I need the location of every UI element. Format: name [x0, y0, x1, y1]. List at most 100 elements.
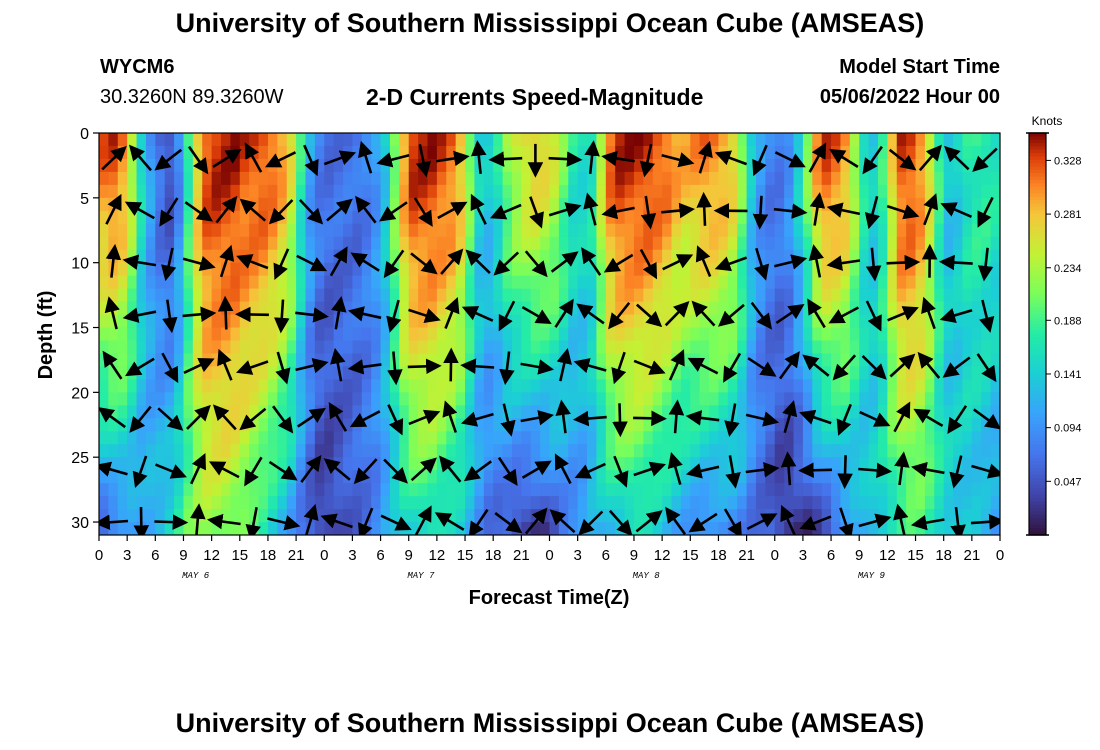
heatmap-cell [389, 392, 400, 406]
heatmap-cell [145, 483, 156, 497]
heatmap-cell [540, 236, 551, 251]
heatmap-cell [943, 483, 954, 497]
heatmap-cell [906, 236, 917, 251]
heatmap-cell [230, 133, 241, 147]
heatmap-cell [718, 301, 729, 316]
colorbar-segment [1029, 330, 1046, 335]
heatmap-cell [821, 171, 832, 186]
heatmap-cell [530, 171, 541, 186]
colorbar-segment [1029, 149, 1046, 154]
heatmap-cell [549, 340, 560, 355]
heatmap-cell [277, 483, 288, 497]
heatmap-cell [746, 197, 757, 212]
heatmap-cell [821, 145, 832, 160]
heatmap-cell [258, 184, 269, 199]
heatmap-cell [755, 405, 766, 419]
heatmap-cell [418, 301, 429, 316]
heatmap-cell [286, 158, 297, 173]
heatmap-cell [446, 171, 457, 186]
colorbar-segment [1029, 454, 1046, 459]
heatmap-cell [802, 145, 813, 160]
heatmap-cell [258, 171, 269, 186]
heatmap-cell [549, 223, 560, 238]
heatmap-cell [587, 327, 598, 342]
heatmap-cell [840, 158, 851, 173]
heatmap-cell [962, 483, 973, 497]
heatmap-cell [540, 379, 551, 393]
heatmap-cell [380, 223, 391, 238]
heatmap-cell [380, 379, 391, 393]
heatmap-cell [690, 145, 701, 160]
heatmap-cell [615, 133, 626, 147]
heatmap-cell [418, 314, 429, 329]
heatmap-cell [624, 470, 635, 484]
current-arrow [752, 195, 769, 230]
heatmap-cell [934, 158, 945, 173]
current-arrow [122, 254, 157, 270]
heatmap-cell [727, 184, 738, 199]
heatmap-cell [953, 353, 964, 368]
heatmap-cell [352, 379, 363, 393]
heatmap-cell [530, 236, 541, 251]
colorbar-segment [1029, 441, 1046, 446]
heatmap-cell [896, 275, 907, 290]
heatmap-cell [727, 327, 738, 342]
current-arrow [350, 252, 380, 272]
heatmap-cell [971, 470, 982, 484]
heatmap-cell [943, 340, 954, 355]
heatmap-cell [765, 444, 776, 458]
heatmap-cell [371, 288, 382, 303]
heatmap-cell [934, 431, 945, 445]
heatmap-cell [849, 470, 860, 484]
heatmap-cell [540, 496, 551, 510]
heatmap-cell [296, 483, 307, 497]
heatmap-cell [343, 457, 354, 471]
current-arrow [105, 193, 122, 225]
heatmap-cell [671, 197, 682, 212]
heatmap-cell [474, 509, 485, 523]
heatmap-cell [333, 133, 344, 147]
heatmap-cell [389, 340, 400, 355]
colorbar-segment [1029, 404, 1046, 409]
heatmap-cell [436, 184, 447, 199]
heatmap-cell [296, 197, 307, 212]
heatmap-cell [399, 340, 410, 355]
current-arrow [639, 248, 658, 280]
heatmap-cell [680, 379, 691, 393]
heatmap-cell [155, 236, 166, 251]
heatmap-cell [305, 431, 316, 445]
heatmap-cell [633, 262, 644, 277]
heatmap-cell [221, 158, 231, 173]
heatmap-cell [934, 288, 945, 303]
heatmap-cell [286, 483, 297, 497]
current-arrow [826, 255, 861, 271]
heatmap-cell [802, 288, 813, 303]
heatmap-cell [540, 133, 551, 147]
heatmap-cell [389, 171, 400, 186]
heatmap-cell [343, 522, 354, 535]
current-arrow [613, 455, 629, 488]
heatmap-cell [596, 236, 607, 251]
heatmap-cell [971, 171, 982, 186]
heatmap-cell [746, 171, 757, 186]
heatmap-cell [962, 249, 973, 264]
heatmap-cell [962, 133, 973, 147]
heatmap-cell [624, 197, 635, 212]
current-arrow [917, 351, 941, 379]
heatmap-cell [127, 444, 138, 458]
heatmap-cell [483, 133, 494, 147]
heatmap-cell [662, 223, 673, 238]
heatmap-cell [793, 457, 804, 471]
heatmap-cell [953, 210, 964, 225]
colorbar-segment [1029, 498, 1046, 502]
heatmap-cell [380, 314, 391, 329]
current-arrow [273, 299, 290, 334]
heatmap-cell [399, 301, 410, 316]
heatmap-cell [99, 236, 109, 251]
heatmap-cell [662, 340, 673, 355]
heatmap-cell [840, 197, 851, 212]
current-arrow [911, 461, 945, 478]
colorbar-segment [1029, 146, 1046, 151]
heatmap-cell [558, 210, 569, 225]
heatmap-cell [859, 379, 870, 393]
